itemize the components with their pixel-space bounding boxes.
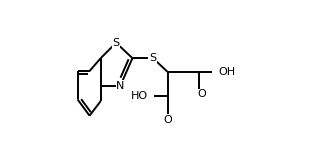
Text: OH: OH [218, 67, 235, 77]
Text: HO: HO [131, 91, 148, 101]
Text: N: N [116, 81, 124, 91]
Text: O: O [197, 89, 206, 99]
Text: S: S [113, 38, 120, 48]
Text: O: O [163, 115, 172, 125]
Text: S: S [149, 53, 157, 63]
